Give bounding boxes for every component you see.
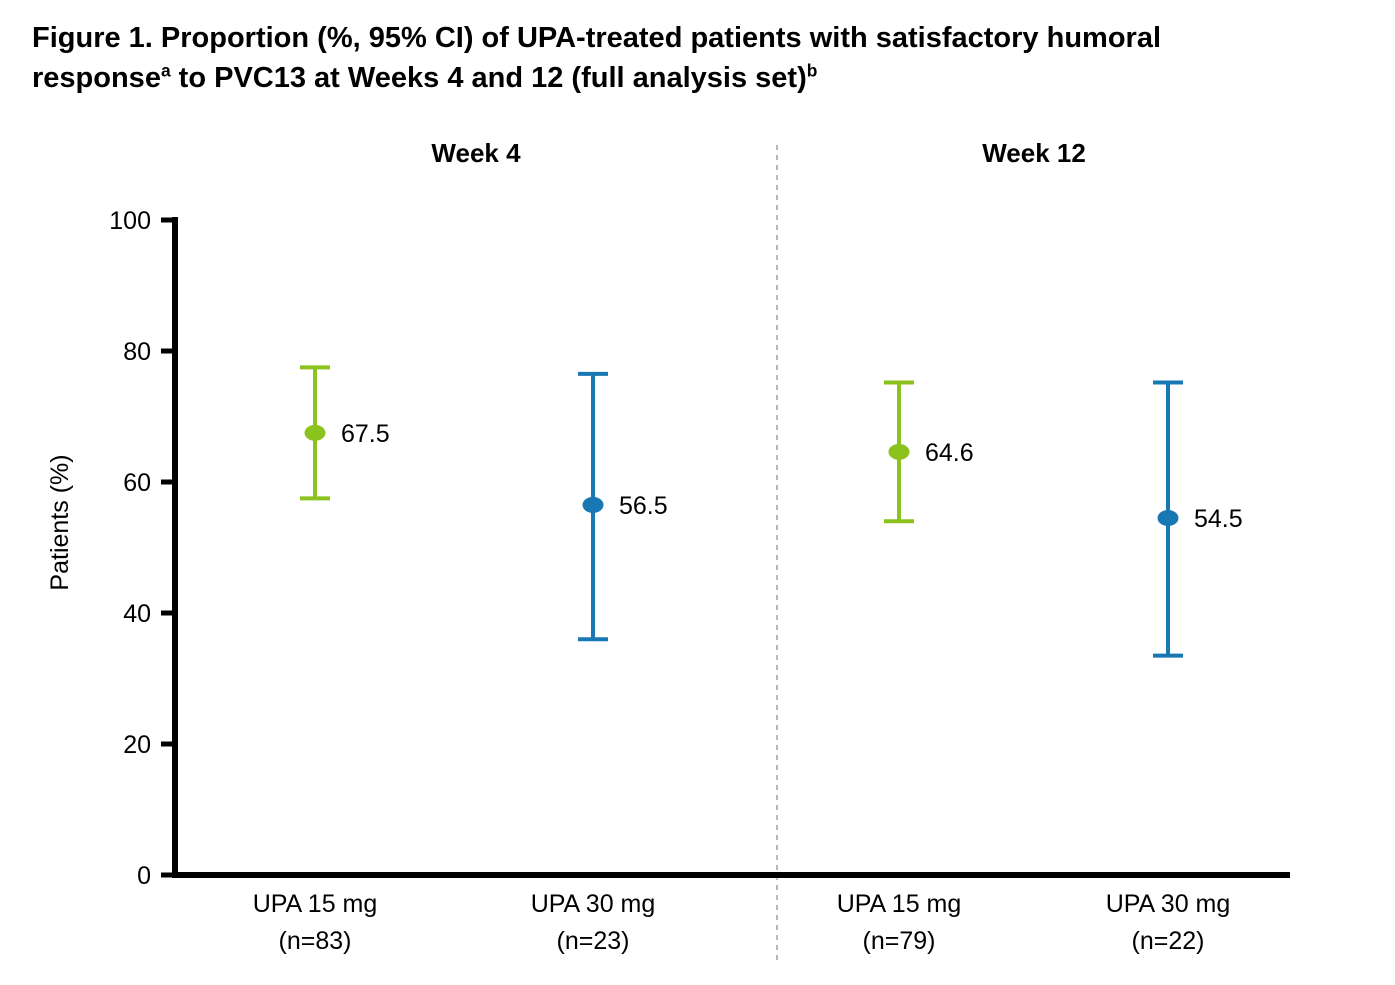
panel-header-week-12: Week 12 bbox=[982, 138, 1086, 168]
panel-header-week-4: Week 4 bbox=[431, 138, 521, 168]
y-tick-label: 20 bbox=[123, 731, 151, 759]
category-label: UPA 15 mg bbox=[837, 890, 962, 918]
data-point-value-label: 67.5 bbox=[341, 420, 390, 448]
category-n-label: (n=22) bbox=[1132, 927, 1205, 955]
data-point-marker bbox=[1157, 510, 1179, 527]
figure-title-line2b: to PVC13 at Weeks 4 and 12 (full analysi… bbox=[170, 62, 807, 94]
category-n-label: (n=79) bbox=[863, 927, 936, 955]
category-n-label: (n=23) bbox=[557, 927, 630, 955]
data-point-marker bbox=[888, 443, 910, 460]
data-point-value-label: 64.6 bbox=[925, 439, 974, 467]
y-tick-label: 60 bbox=[123, 469, 151, 497]
data-point-value-label: 54.5 bbox=[1194, 505, 1243, 533]
figure-title-line1: Figure 1. Proportion (%, 95% CI) of UPA-… bbox=[32, 22, 1162, 54]
category-label: UPA 30 mg bbox=[531, 890, 656, 918]
footnote-marker-a: a bbox=[160, 60, 171, 81]
y-tick-label: 100 bbox=[109, 207, 151, 235]
data-point-marker bbox=[582, 496, 604, 513]
category-label: UPA 30 mg bbox=[1106, 890, 1231, 918]
figure-title: Figure 1. Proportion (%, 95% CI) of UPA-… bbox=[32, 18, 1362, 98]
category-n-label: (n=83) bbox=[279, 927, 352, 955]
figure-title-line2: response bbox=[32, 62, 161, 94]
y-tick-label: 0 bbox=[137, 862, 151, 890]
y-tick-label: 40 bbox=[123, 600, 151, 628]
data-point-value-label: 56.5 bbox=[619, 492, 668, 520]
category-label: UPA 15 mg bbox=[253, 890, 378, 918]
data-point-marker bbox=[304, 424, 326, 441]
y-tick-label: 80 bbox=[123, 338, 151, 366]
y-axis-title: Patients (%) bbox=[46, 454, 74, 590]
footnote-marker-b: b bbox=[806, 60, 818, 81]
